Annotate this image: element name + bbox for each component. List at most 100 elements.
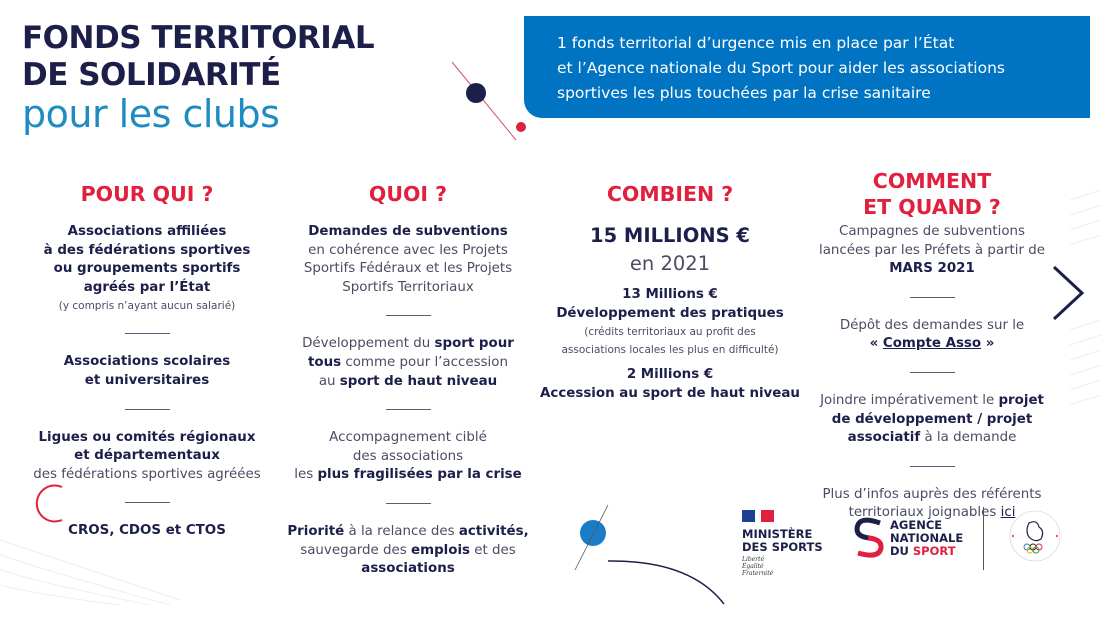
column-body: 15 MILLIONS € en 2021 13 Millions € Dévelop… [535, 223, 805, 403]
text-segment: territoriaux joignables [848, 505, 1001, 521]
text-segment: plus fragilisées par la crise [317, 467, 522, 483]
text-segment: agréés par l’État [83, 279, 211, 295]
banner-line: sportives les plus touchées par la crise… [557, 84, 931, 102]
text-line: en 2021 [535, 251, 805, 279]
info-block: Associations affiliées à des fédérations … [12, 223, 282, 315]
text-segment: Plus d’infos auprès des référents [822, 486, 1042, 502]
ministere-line-2: DES SPORTS [742, 540, 823, 554]
separator [385, 315, 431, 317]
text-line: tous comme pour l’accession [273, 354, 543, 373]
title-line-2: DE SOLIDARITÉ [22, 57, 281, 93]
decor-arc-red [35, 484, 63, 523]
separator [909, 465, 955, 467]
heading-line: QUOI ? [368, 182, 448, 206]
text-segment: Développement du [302, 336, 435, 352]
info-block: 15 MILLIONS € en 2021 [535, 223, 805, 279]
column-body: Associations affiliées à des fédérations … [12, 223, 282, 541]
title-subtitle: pour les clubs [22, 92, 280, 136]
text-line: Associations scolaires [12, 353, 282, 372]
spacer [535, 359, 805, 366]
text-line: à des fédérations sportives [12, 242, 282, 261]
text-segment: Joindre impérativement le [820, 392, 999, 408]
next-slide-button[interactable] [1048, 263, 1088, 323]
title-line-1: FONDS TERRITORIAL [22, 20, 375, 56]
text-segment: « [869, 336, 883, 352]
ans-logo: AGENCE NATIONALE DU SPORT [852, 517, 963, 559]
text-line: CROS, CDOS et CTOS [12, 522, 282, 541]
text-line: Campagnes de subventions [797, 223, 1067, 242]
text-segment: Sportifs Territoriaux [342, 279, 474, 295]
decor-circle-navy [466, 83, 486, 103]
motto-line: Égalité [742, 563, 764, 570]
text-segment: MARS 2021 [889, 261, 975, 277]
info-block: Demandes de subventions en cohérence avec… [273, 223, 543, 297]
text-line: Sportifs Territoriaux [273, 279, 543, 298]
info-block: Ligues ou comités régionaux et départemen… [12, 429, 282, 485]
info-block: Dépôt des demandes sur le « Compte Asso » [797, 317, 1067, 354]
french-flag-icon [742, 510, 774, 522]
text-line: au sport de haut niveau [273, 373, 543, 392]
column-heading: POUR QUI ? [12, 165, 282, 223]
text-line: Développement du sport pour [273, 335, 543, 354]
ans-line-3-sport: SPORT [912, 543, 956, 558]
text-line: Dépôt des demandes sur le [797, 317, 1067, 336]
separator [909, 371, 955, 373]
separator [909, 296, 955, 298]
text-line: 2 Millions € [535, 366, 805, 385]
text-segment: Campagnes de subventions [839, 224, 1025, 239]
text-segment: et départementaux [74, 448, 220, 464]
text-line: les plus fragilisées par la crise [273, 466, 543, 485]
heading-line: COMBIEN ? [606, 182, 734, 206]
text-segment: au [318, 373, 340, 389]
text-line: Joindre impérativement le projet [797, 392, 1067, 411]
text-segment: 15 MILLIONS € [590, 224, 750, 247]
text-line: Priorité à la relance des activités, [273, 523, 543, 542]
heading-line: POUR QUI ? [80, 182, 214, 206]
text-segment: associations [361, 561, 455, 577]
text-segment: Développement des pratiques [556, 305, 784, 321]
decor-line [451, 61, 517, 141]
text-line: Sportifs Fédéraux et les Projets [273, 260, 543, 279]
info-block: Priorité à la relance des activités, sauv… [273, 523, 543, 579]
text-line: Accompagnement ciblé [273, 429, 543, 448]
text-segment: à la demande [920, 430, 1017, 446]
column-3: COMMENT ET QUAND ? Campagnes de subvention… [797, 165, 1067, 523]
text-segment: en 2021 [629, 252, 711, 275]
text-segment: à la relance des [344, 523, 459, 539]
decor-arc-navy [607, 560, 725, 605]
text-segment: sport de haut niveau [339, 373, 498, 389]
motto-line: Fraternité [742, 570, 774, 577]
text-line: Ligues ou comités régionaux [12, 429, 282, 448]
banner-line: 1 fonds territorial d’urgence mis en pla… [557, 34, 955, 52]
column-body: Campagnes de subventions lancées par les … [797, 223, 1067, 523]
ministere-logo: MINISTÈRE DES SPORTS Liberté Égalité Fra… [742, 507, 823, 577]
separator [124, 408, 170, 410]
text-segment: associatif [847, 430, 921, 446]
column-body: Demandes de subventions en cohérence avec… [273, 223, 543, 579]
link[interactable]: ici [1000, 505, 1016, 521]
text-segment: des associations [352, 448, 464, 464]
text-segment: projet [998, 392, 1044, 408]
text-segment: Accompagnement ciblé [329, 430, 487, 446]
separator [124, 333, 170, 335]
text-line: MARS 2021 [797, 260, 1067, 279]
info-block: Campagnes de subventions lancées par les … [797, 223, 1067, 279]
text-segment: et universitaires [84, 372, 210, 388]
column-heading: COMBIEN ? [535, 165, 805, 223]
decor-waves [0, 189, 1101, 606]
text-line: et départementaux [12, 447, 282, 466]
info-block: Joindre impérativement le projet de dével… [797, 392, 1067, 448]
info-block: CROS, CDOS et CTOS [12, 522, 282, 541]
text-line: agréés par l’État [12, 279, 282, 298]
text-line: Accession au sport de haut niveau [535, 385, 805, 404]
link[interactable]: Compte Asso [882, 336, 982, 352]
text-line: associatif à la demande [797, 429, 1067, 448]
text-segment: (y compris n’ayant aucun salarié) [58, 300, 236, 313]
text-line: sauvegarde des emplois et des [273, 542, 543, 561]
text-line: 15 MILLIONS € [535, 223, 805, 251]
text-line: des fédérations sportives agréées [12, 466, 282, 485]
banner-line: et l’Agence nationale du Sport pour aide… [557, 59, 1005, 77]
info-block: 13 Millions € Développement des pratiques… [535, 286, 805, 359]
text-line: et universitaires [12, 372, 282, 391]
